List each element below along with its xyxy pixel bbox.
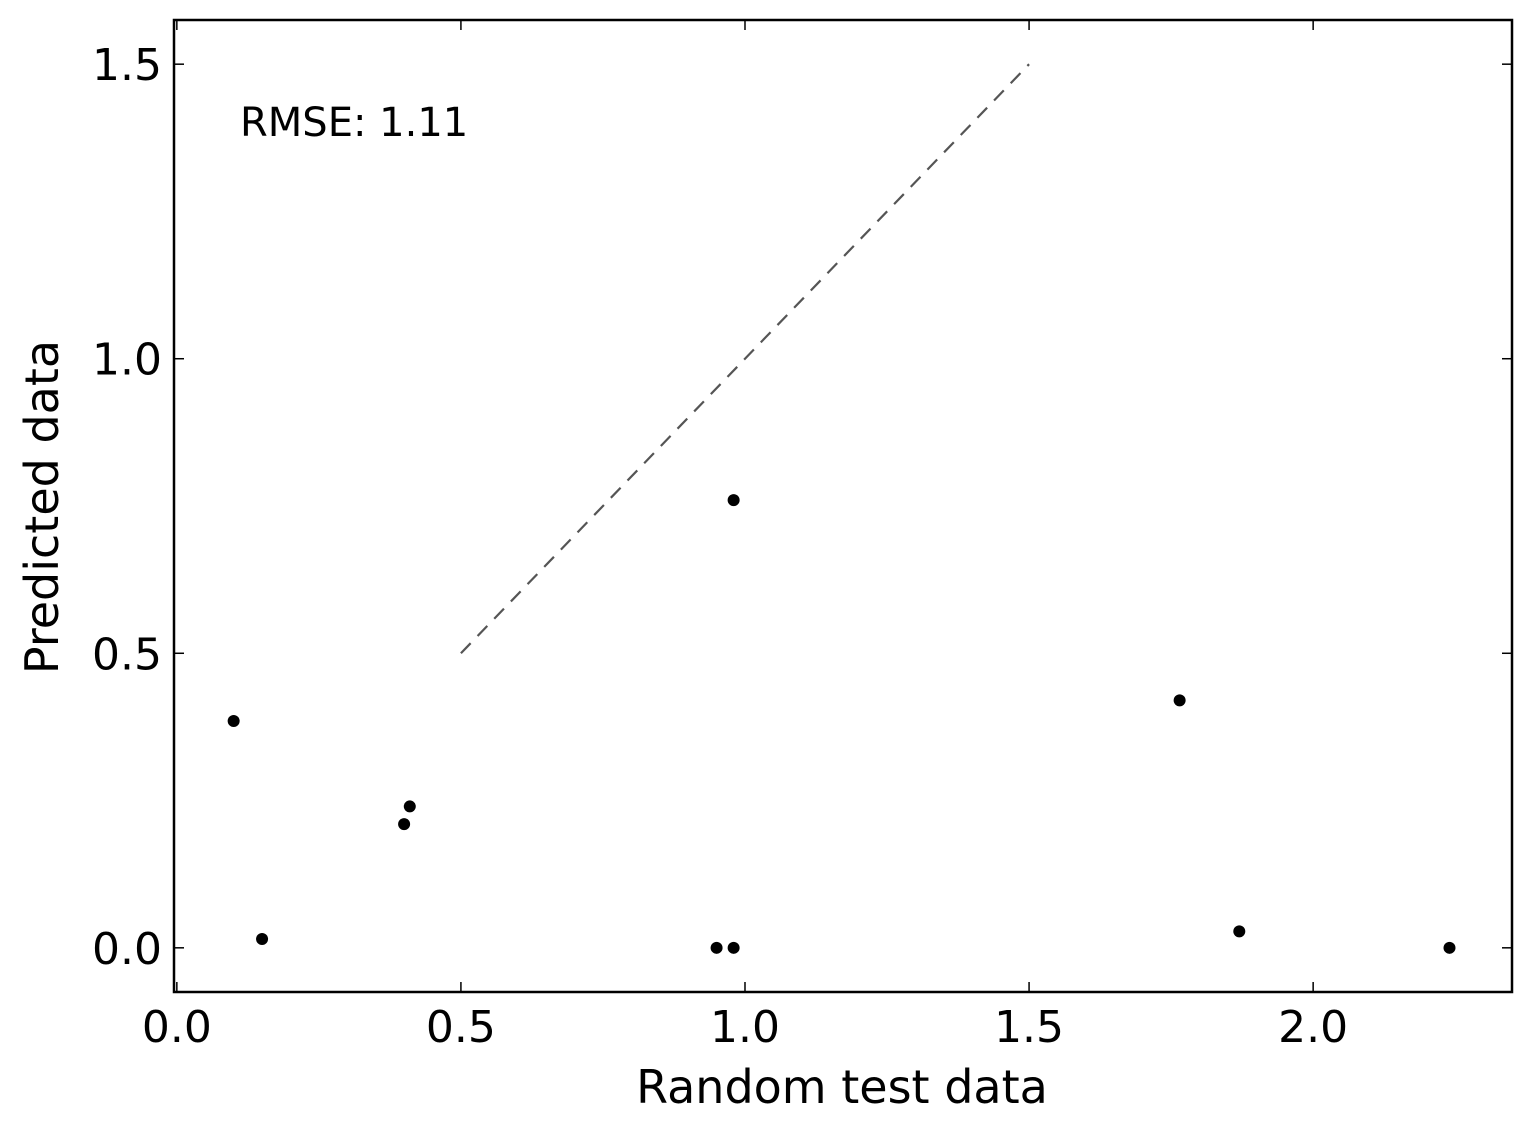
x-axis-label: Random test data xyxy=(636,1060,1048,1114)
data-point xyxy=(256,932,269,945)
data-point xyxy=(227,715,240,728)
identity-reference-line xyxy=(460,63,1030,655)
data-points xyxy=(227,494,1456,954)
data-point xyxy=(710,941,723,954)
x-tick-label: 1.5 xyxy=(994,1002,1064,1053)
x-tick-label: 2.0 xyxy=(1278,1002,1348,1053)
x-tick-label: 0.5 xyxy=(426,1002,496,1053)
y-tick-label: 0.0 xyxy=(92,924,162,975)
y-axis-label: Predicted data xyxy=(15,340,69,674)
x-axis-ticks: 0.0 0.5 1.0 1.5 2.0 xyxy=(142,20,1348,1053)
x-tick-label: 0.0 xyxy=(142,1002,212,1053)
data-point xyxy=(1233,925,1246,938)
x-tick-label: 1.0 xyxy=(710,1002,780,1053)
data-point xyxy=(1443,941,1456,954)
y-tick-label: 1.5 xyxy=(92,40,162,91)
data-point xyxy=(1173,694,1186,707)
data-point xyxy=(727,941,740,954)
rmse-annotation: RMSE: 1.11 xyxy=(240,100,468,146)
data-point xyxy=(398,818,411,831)
y-tick-label: 1.0 xyxy=(92,335,162,386)
plot-frame xyxy=(172,18,1514,994)
y-axis-ticks: 0.0 0.5 1.0 1.5 xyxy=(92,40,1512,975)
data-point xyxy=(727,494,740,507)
data-point xyxy=(403,800,416,813)
y-tick-label: 0.5 xyxy=(92,629,162,680)
